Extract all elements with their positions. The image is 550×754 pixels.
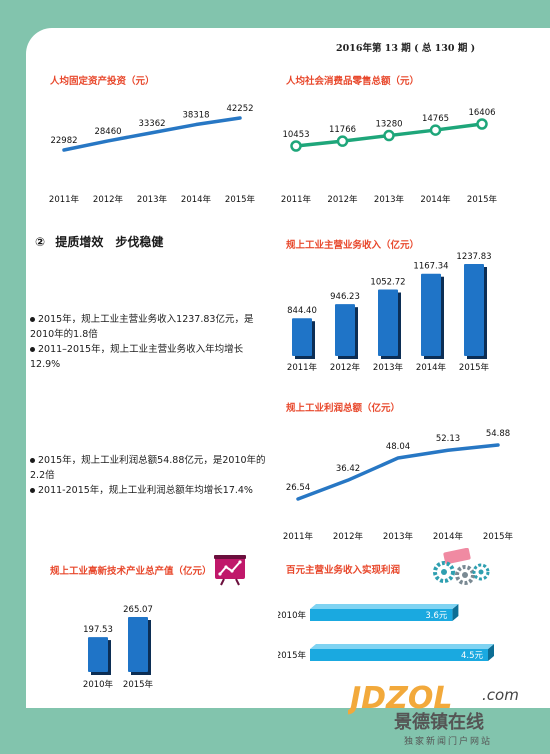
data-label: 1167.34: [413, 262, 448, 272]
data-label: 4.5元: [461, 651, 484, 661]
data-label: 54.88: [486, 429, 510, 439]
bar: [292, 318, 312, 356]
chart-retail-sales: 10453 2011年 11766 2012年 13280 2013年 14765 2014年…: [281, 108, 498, 205]
chart-fixed-investment: 22982 2011年 28460 2012年 33362 2013年 38318 2014年…: [49, 104, 256, 205]
tick-label: 2010年: [83, 679, 114, 690]
bar: [310, 609, 453, 621]
tick-label: 2015年: [225, 194, 256, 205]
tick-label: 2011年: [281, 194, 312, 205]
bar-side: [488, 644, 494, 661]
tick-label: 2011年: [49, 194, 80, 205]
tick-label: 2013年: [373, 362, 404, 373]
bullet-list-revenue: 2015年，规上工业主营业务收入1237.83亿元，是2010年的1.8倍 20…: [30, 312, 272, 372]
bullet-item: 2015年，规上工业利润总额54.88亿元，是2010年的2.2倍: [30, 455, 266, 481]
bar-top: [310, 604, 459, 609]
bar: [128, 617, 148, 672]
tick-label: 2010年: [278, 610, 306, 621]
tick-label: 2012年: [327, 194, 358, 205]
bar: [378, 289, 398, 356]
tick-label: 2014年: [420, 194, 451, 205]
chart-title-industrial-profit: 规上工业利润总额（亿元）: [286, 403, 401, 414]
chart-title-hightech-output: 规上工业高新技术产业总产值（亿元）: [50, 566, 212, 577]
data-label: 48.04: [386, 442, 410, 452]
data-point: [476, 118, 488, 130]
tick-label: 2015年: [459, 362, 490, 373]
bar: [88, 637, 108, 672]
tick-label: 2011年: [283, 531, 314, 542]
tick-label: 2013年: [374, 194, 405, 205]
watermark-name: 景德镇在线: [394, 711, 484, 733]
data-label: 38318: [182, 111, 209, 121]
site-watermark: JDZOL .com 景德镇在线 独家新闻门户网站: [345, 678, 548, 750]
bar: [421, 273, 441, 356]
section-heading: ② 提质增效 步伐稳健: [35, 233, 163, 250]
tick-label: 2015年: [483, 531, 514, 542]
coins-gears-icon: [433, 548, 490, 585]
watermark-logo: JDZOL: [348, 681, 452, 716]
data-label: 3.6元: [425, 611, 448, 621]
tick-label: 2013年: [383, 531, 414, 542]
chart-profit-per-100: 3.6元 2010年 4.5元 2015年: [278, 604, 494, 661]
tick-label: 2012年: [333, 531, 364, 542]
data-label: 13280: [375, 120, 402, 130]
data-label: 265.07: [123, 605, 153, 615]
bar-top: [310, 644, 494, 649]
bullet-item: 2011–2015年，规上工业主营业务收入年均增长12.9%: [30, 344, 244, 370]
chart-hightech-output: 197.53 2010年 265.07 2015年: [83, 605, 154, 690]
tick-label: 2014年: [416, 362, 447, 373]
section-title: 提质增效 步伐稳健: [55, 235, 164, 249]
data-label: 16406: [468, 108, 495, 118]
bar: [335, 304, 355, 356]
data-label: 844.40: [287, 306, 317, 316]
data-label: 11766: [329, 125, 356, 135]
chart-title-industrial-revenue: 规上工业主营业务收入（亿元）: [286, 240, 420, 251]
data-label: 26.54: [286, 483, 310, 493]
tick-label: 2012年: [93, 194, 124, 205]
data-label: 946.23: [330, 292, 360, 302]
data-label: 1052.72: [370, 278, 405, 288]
chart-industrial-revenue: 844.40 2011年 946.23 2012年 1052.72 2013年 1167.3…: [287, 252, 492, 373]
series-line: [62, 116, 242, 152]
data-label: 1237.83: [456, 252, 491, 262]
footer-strip: [0, 712, 550, 752]
data-label: 42252: [226, 104, 253, 114]
data-point: [383, 129, 395, 142]
bullet-list-profit: 2015年，规上工业利润总额54.88亿元，是2010年的2.2倍 2011-2…: [30, 453, 272, 498]
data-label: 28460: [94, 127, 121, 137]
chart-title-retail-sales: 人均社会消费品零售总额（元）: [286, 76, 420, 87]
tick-label: 2013年: [137, 194, 168, 205]
tick-label: 2014年: [181, 194, 212, 205]
bullet-item: 2011-2015年，规上工业利润总额年均增长17.4%: [30, 483, 272, 498]
tick-label: 2011年: [287, 362, 318, 373]
data-label: 52.13: [436, 434, 460, 444]
bar: [464, 264, 484, 356]
data-point: [336, 135, 349, 147]
data-label: 36.42: [336, 464, 360, 474]
data-label: 33362: [138, 119, 165, 129]
data-point: [429, 124, 442, 136]
data-label: 14765: [422, 114, 449, 124]
tick-label: 2015年: [123, 679, 154, 690]
issue-header: 2016年第 13 期 ( 总 130 期 ): [336, 43, 476, 54]
series-line: [296, 443, 500, 501]
tick-label: 2015年: [278, 650, 306, 661]
data-label: 197.53: [83, 625, 113, 635]
bullet-item: 2015年，规上工业主营业务收入1237.83亿元，是2010年的1.8倍: [30, 314, 254, 340]
watermark-domain: .com: [482, 686, 519, 704]
chart-title-profit-per-100: 百元主营业务收入实现利润: [286, 565, 401, 576]
tick-label: 2012年: [330, 362, 361, 373]
section-number: ②: [35, 235, 46, 249]
data-point: [290, 140, 302, 152]
data-label: 10453: [282, 130, 309, 140]
watermark-tagline: 独家新闻门户网站: [404, 735, 492, 747]
chart-industrial-profit: 26.54 2011年 36.42 2012年 48.04 2013年 52.13 2014年…: [283, 429, 514, 542]
bar: [310, 649, 488, 661]
tick-label: 2014年: [433, 531, 464, 542]
trend-chart-icon: [214, 555, 246, 586]
data-label: 22982: [50, 136, 77, 146]
chart-title-fixed-investment: 人均固定资产投资（元）: [50, 76, 155, 87]
tick-label: 2015年: [467, 194, 498, 205]
bar-side: [452, 604, 459, 621]
